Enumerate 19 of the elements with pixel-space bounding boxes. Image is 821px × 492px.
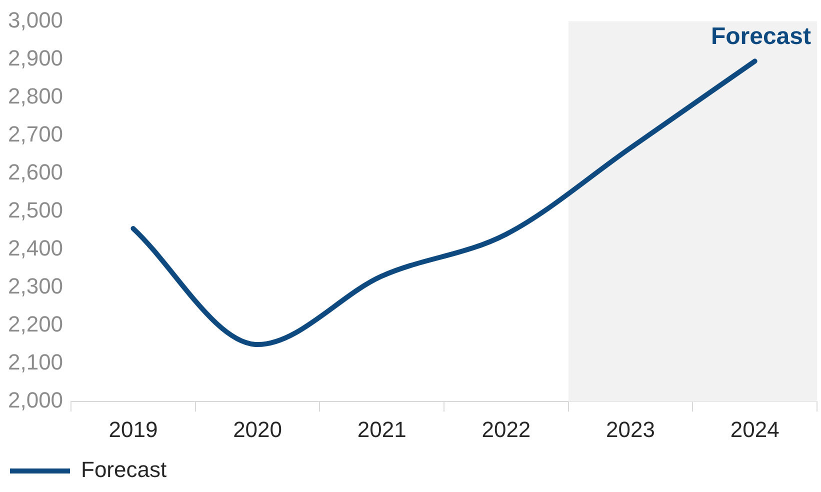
y-tick-label: 2,200 [8, 312, 64, 337]
y-tick-label: 2,000 [8, 388, 64, 413]
band-label: Forecast [710, 22, 812, 50]
y-tick-label: 2,600 [8, 159, 64, 184]
y-tick-label: 2,800 [8, 83, 64, 108]
y-tick-label: 2,300 [8, 274, 64, 299]
x-tick-label: 2022 [482, 416, 531, 442]
x-tick-label: 2021 [357, 416, 406, 442]
y-tick-label: 3,000 [8, 7, 64, 32]
y-tick-label: 2,900 [8, 45, 64, 70]
x-tick-label: 2023 [606, 416, 655, 442]
x-tick-label: 2020 [233, 416, 282, 442]
x-tick-label: 2019 [108, 416, 158, 442]
y-tick-label: 2,500 [8, 197, 64, 222]
y-tick-label: 2,100 [8, 350, 64, 375]
legend-label: Forecast [81, 457, 167, 482]
y-tick-label: 2,400 [8, 236, 64, 261]
y-tick-label: 2,700 [8, 121, 64, 146]
x-tick-label: 2024 [730, 416, 780, 442]
